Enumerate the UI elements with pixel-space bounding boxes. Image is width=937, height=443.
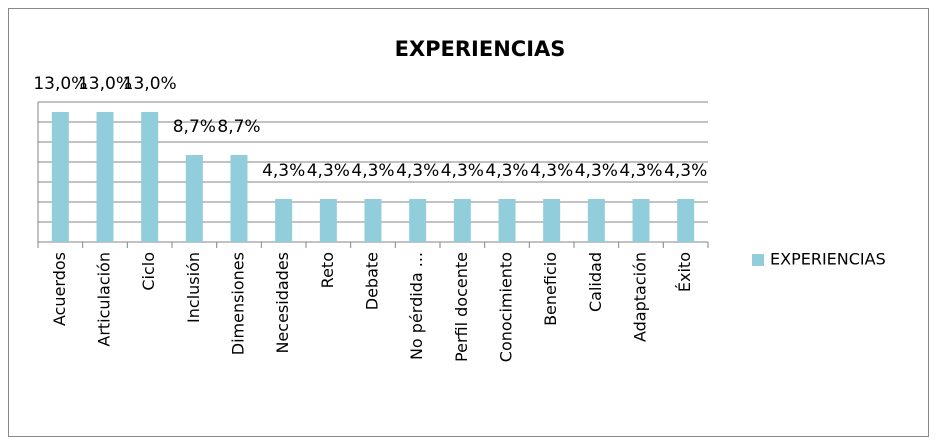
data-label: 4,3% — [530, 161, 573, 181]
data-label: 13,0% — [33, 74, 87, 94]
x-tick-label: Ciclo — [139, 252, 158, 291]
x-tick-label: Dimensiones — [229, 252, 248, 355]
legend-swatch — [752, 254, 764, 266]
bar — [275, 199, 293, 242]
data-label: 13,0% — [78, 74, 132, 94]
bar — [677, 199, 695, 242]
x-tick-label: Conocimiento — [497, 252, 516, 362]
x-tick-label: Éxito — [675, 252, 694, 292]
data-label: 8,7% — [173, 117, 216, 137]
x-tick-label: Calidad — [586, 252, 605, 312]
x-tick-label: Inclusión — [184, 252, 203, 323]
x-tick-label: No pérdida ... — [407, 252, 426, 360]
bar — [364, 199, 382, 242]
legend-label: EXPERIENCIAS — [770, 250, 886, 269]
bar — [141, 112, 159, 242]
data-label: 4,3% — [664, 161, 707, 181]
bar — [453, 199, 471, 242]
bar — [587, 199, 605, 242]
data-label: 4,3% — [396, 161, 439, 181]
data-label: 4,3% — [485, 161, 528, 181]
bar — [51, 112, 69, 242]
data-label: 4,3% — [262, 161, 305, 181]
data-label: 4,3% — [307, 161, 350, 181]
data-label: 8,7% — [217, 117, 260, 137]
data-label: 13,0% — [123, 74, 177, 94]
x-tick-label: Perfil docente — [452, 252, 471, 362]
data-label: 4,3% — [351, 161, 394, 181]
bar — [230, 155, 248, 242]
bar — [409, 199, 427, 242]
bar — [543, 199, 561, 242]
bar — [96, 112, 114, 242]
x-tick-label: Beneficio — [541, 252, 560, 326]
x-tick-label: Acuerdos — [50, 252, 69, 326]
data-label: 4,3% — [575, 161, 618, 181]
x-tick-label: Reto — [318, 252, 337, 288]
x-tick-label: Adaptación — [631, 252, 650, 342]
x-tick-label: Necesidades — [273, 252, 292, 354]
data-label: 4,3% — [619, 161, 662, 181]
x-tick-label: Debate — [363, 252, 382, 310]
x-tick-label: Articulación — [95, 252, 114, 347]
bar — [319, 199, 337, 242]
bar — [185, 155, 203, 242]
bar — [498, 199, 516, 242]
bar — [632, 199, 650, 242]
data-label: 4,3% — [441, 161, 484, 181]
chart-title: EXPERIENCIAS — [395, 37, 566, 61]
